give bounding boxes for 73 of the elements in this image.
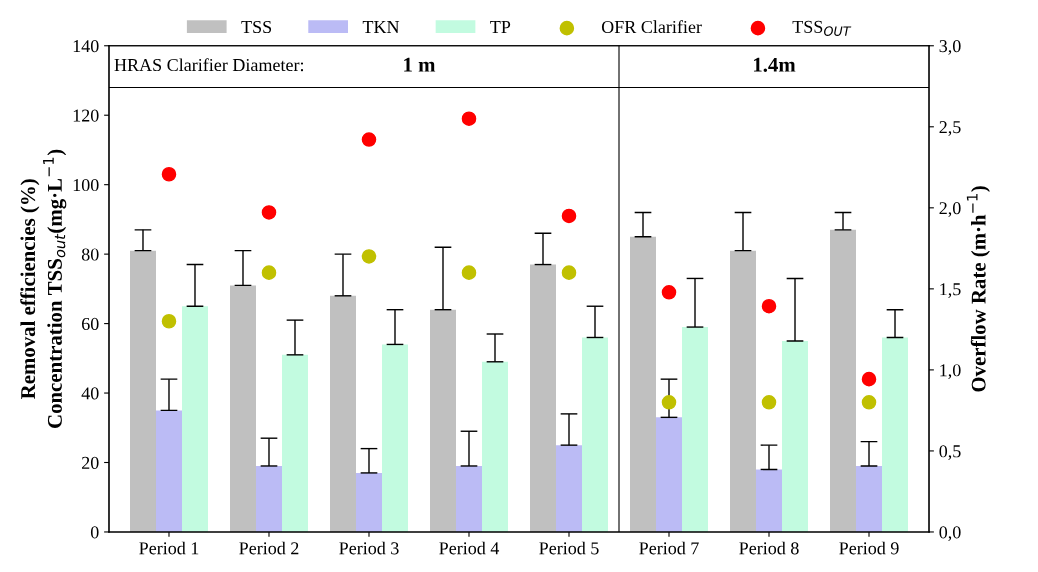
legend-label: OFR Clarifier xyxy=(601,20,702,34)
point xyxy=(561,265,577,280)
y-tick-label: 140 xyxy=(73,40,99,53)
legend-label: TKN xyxy=(362,21,400,33)
y-tick-label: 120 xyxy=(73,109,99,122)
y2-tick-label: 2,5 xyxy=(939,121,961,136)
point xyxy=(261,205,277,220)
point xyxy=(661,285,677,300)
point xyxy=(361,249,377,264)
point xyxy=(861,371,877,387)
bar xyxy=(430,309,456,532)
y2-tick-label: 0,5 xyxy=(939,445,961,460)
bar xyxy=(582,337,608,532)
bar xyxy=(482,361,508,532)
x-tick-label: Period 1 xyxy=(139,541,199,555)
bar xyxy=(656,417,682,532)
bar xyxy=(356,472,382,532)
bar xyxy=(382,344,408,532)
point xyxy=(161,313,177,329)
bar xyxy=(556,445,582,532)
y-axis-title: Removal efficiencies (%) Concentration TSS$_{out}$(mg·L$^{−1}$) xyxy=(20,149,67,428)
bar xyxy=(456,465,482,532)
y-tick-label: 0 xyxy=(90,526,99,539)
x-tick-label: Period 9 xyxy=(839,541,899,555)
bar xyxy=(730,250,757,532)
y-tick-label: 60 xyxy=(81,317,99,331)
point xyxy=(361,132,377,147)
y2-tick-label: 1,5 xyxy=(940,283,961,298)
y-tick-label: 100 xyxy=(73,178,99,192)
point xyxy=(761,298,777,314)
bar xyxy=(155,410,182,532)
annotation: HRAS Clarifier Diameter: xyxy=(114,58,304,72)
annotation: 1 m xyxy=(404,57,436,72)
y2-tick-label: 2,0 xyxy=(939,202,961,217)
annotation: 1.4m xyxy=(753,57,796,72)
point xyxy=(561,208,577,224)
bar xyxy=(830,229,857,532)
bar xyxy=(530,264,556,532)
point xyxy=(461,111,477,126)
bar xyxy=(181,306,208,532)
y-tick-label: 40 xyxy=(81,387,99,400)
y2-tick-label: 1,0 xyxy=(940,364,961,379)
point xyxy=(761,395,777,410)
x-tick-label: Period 4 xyxy=(439,541,500,555)
x-tick-label: Period 7 xyxy=(639,541,699,555)
point xyxy=(661,395,677,410)
y-tick-label: 20 xyxy=(82,456,99,469)
y2-tick-label: 3,0 xyxy=(939,40,961,55)
bar xyxy=(229,285,256,532)
bar xyxy=(856,465,883,532)
bar xyxy=(129,250,156,532)
y2-axis-title: Overflow Rate (m·h$^{−1}$) xyxy=(966,186,990,392)
bar xyxy=(882,337,909,532)
bar xyxy=(756,469,783,532)
x-tick-label: Period 2 xyxy=(239,541,299,555)
legend-label: TP xyxy=(490,21,511,33)
bar xyxy=(255,465,282,532)
x-tick-label: Period 8 xyxy=(739,541,799,555)
point xyxy=(461,265,477,280)
x-tick-label: Period 5 xyxy=(539,541,599,555)
legend-label: TSS$_{OUT}$ xyxy=(792,20,852,36)
y2-tick-label: 0,0 xyxy=(939,526,961,541)
bar xyxy=(782,340,809,532)
bar xyxy=(330,295,356,532)
x-tick-label: Period 3 xyxy=(339,541,399,555)
y-tick-label: 80 xyxy=(81,248,99,261)
point xyxy=(161,166,177,182)
point xyxy=(261,265,277,280)
bar xyxy=(281,354,308,532)
bar xyxy=(682,327,708,532)
bar xyxy=(630,236,656,532)
legend-label: TSS xyxy=(241,20,272,34)
point xyxy=(861,395,877,410)
